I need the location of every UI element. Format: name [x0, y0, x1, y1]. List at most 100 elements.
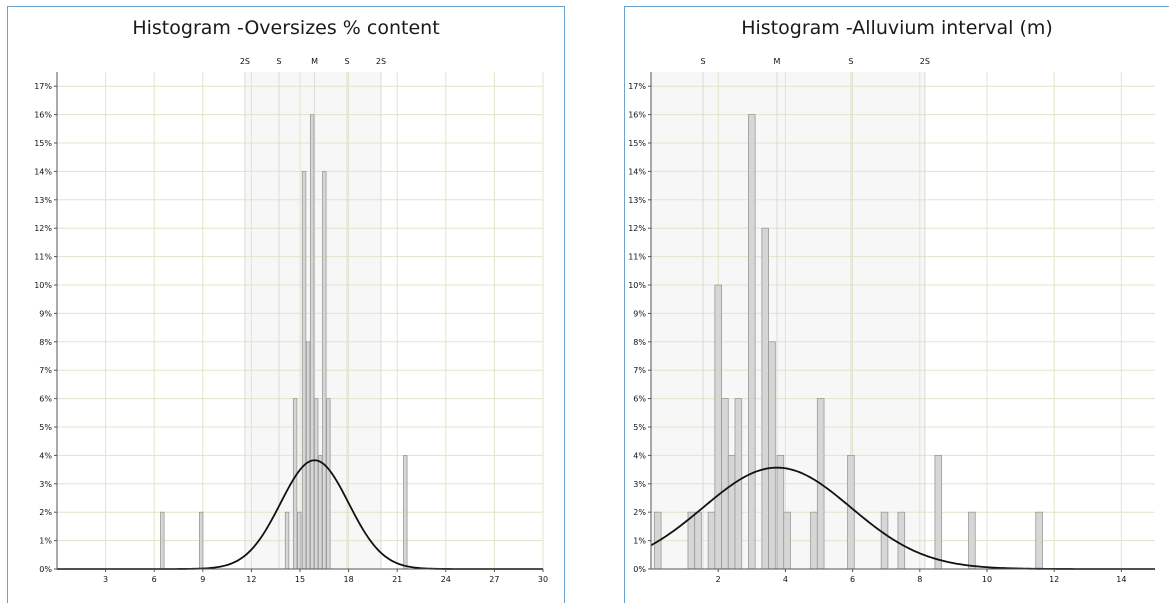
histogram-bar — [968, 511, 976, 570]
y-tick-label: 9% — [39, 309, 52, 318]
stat-marker-label: 2S — [920, 57, 930, 66]
x-tick-label: 21 — [392, 575, 402, 584]
histogram-bar — [687, 511, 696, 570]
y-tick-label: 14% — [34, 167, 52, 176]
x-tick-label: 27 — [489, 575, 499, 584]
histogram-bar — [318, 454, 323, 570]
y-tick-label: 17% — [34, 82, 52, 91]
histogram-bar — [326, 398, 331, 570]
histogram-bar — [403, 454, 408, 570]
histogram-bar — [761, 227, 770, 570]
x-tick-label: 15 — [295, 575, 305, 584]
y-tick-label: 15% — [34, 139, 52, 148]
y-tick-label: 6% — [39, 395, 52, 404]
histogram-bar — [727, 454, 736, 570]
x-tick-label: 6 — [850, 575, 855, 584]
y-tick-label: 2% — [633, 508, 646, 517]
x-tick-label: 12 — [246, 575, 256, 584]
histogram-bar — [748, 114, 756, 570]
histogram-bar — [721, 398, 729, 570]
histogram-panel-alluvium: Histogram -Alluvium interval (m) 0% 1% 2% 3… — [624, 6, 1169, 603]
histogram-bar — [284, 511, 290, 570]
histogram-bar — [897, 511, 906, 570]
stat-marker-label: S — [701, 57, 706, 66]
histogram-bar — [160, 511, 165, 570]
histogram-bar — [694, 511, 702, 570]
x-tick-label: 24 — [441, 575, 451, 584]
histogram-bar — [768, 341, 776, 570]
y-tick-label: 7% — [39, 366, 52, 375]
y-tick-label: 11% — [628, 253, 646, 262]
histogram-bar — [714, 284, 722, 570]
stats-band — [651, 72, 925, 569]
histogram-bar — [847, 454, 855, 570]
y-tick-label: 8% — [633, 338, 646, 347]
x-tick-label: 8 — [917, 575, 922, 584]
y-tick-label: 17% — [628, 82, 646, 91]
x-tick-label: 12 — [1049, 575, 1059, 584]
y-tick-label: 5% — [39, 423, 52, 432]
stat-marker-label: M — [311, 57, 318, 66]
histogram-bar — [707, 511, 716, 570]
histogram-bar — [292, 398, 298, 570]
y-tick-label: 0% — [39, 565, 52, 574]
y-tick-label: 4% — [633, 451, 646, 460]
x-tick-label: 3 — [103, 575, 108, 584]
stat-marker-label: M — [774, 57, 781, 66]
y-tick-label: 8% — [39, 338, 52, 347]
y-tick-label: 5% — [633, 423, 646, 432]
stat-marker-label: S — [344, 57, 349, 66]
y-tick-label: 1% — [633, 537, 646, 546]
x-tick-label: 30 — [538, 575, 548, 584]
histogram-bar — [314, 398, 319, 570]
histogram-bar — [810, 511, 818, 570]
histogram-bar — [301, 170, 307, 570]
histogram-bar — [305, 341, 311, 570]
x-tick-label: 4 — [783, 575, 788, 584]
chart-title: Histogram -Oversizes % content — [132, 17, 440, 39]
stat-marker-label: 2S — [240, 57, 250, 66]
y-tick-label: 10% — [34, 281, 52, 290]
stat-marker-label: S — [276, 57, 281, 66]
y-tick-label: 6% — [633, 395, 646, 404]
histogram-bar — [783, 511, 791, 570]
y-tick-label: 15% — [628, 139, 646, 148]
x-tick-label: 9 — [200, 575, 205, 584]
histogram-panel-oversizes: Histogram -Oversizes % content 0% 1% 2% 3% 4… — [7, 6, 565, 603]
y-tick-label: 13% — [628, 196, 646, 205]
x-tick-label: 10 — [982, 575, 992, 584]
x-tick-label: 14 — [1116, 575, 1126, 584]
y-tick-label: 16% — [34, 111, 52, 120]
stat-marker-label: S — [848, 57, 853, 66]
histogram-bar — [1035, 511, 1043, 570]
x-tick-label: 2 — [716, 575, 721, 584]
chart-title: Histogram -Alluvium interval (m) — [741, 17, 1053, 39]
y-tick-label: 2% — [39, 508, 52, 517]
y-tick-label: 9% — [633, 309, 646, 318]
histogram-bar — [880, 511, 889, 570]
y-tick-label: 1% — [39, 537, 52, 546]
histogram-bar — [309, 114, 315, 570]
histogram-bar — [934, 454, 943, 570]
x-tick-label: 18 — [344, 575, 354, 584]
y-tick-label: 7% — [633, 366, 646, 375]
y-tick-label: 10% — [628, 281, 646, 290]
y-tick-label: 14% — [628, 167, 646, 176]
y-tick-label: 13% — [34, 196, 52, 205]
y-tick-label: 16% — [628, 111, 646, 120]
y-tick-label: 12% — [628, 224, 646, 233]
x-tick-label: 6 — [152, 575, 157, 584]
y-tick-label: 3% — [633, 480, 646, 489]
y-tick-label: 12% — [34, 224, 52, 233]
histogram-bar — [776, 454, 785, 570]
stat-marker-label: 2S — [376, 57, 386, 66]
y-tick-label: 4% — [39, 451, 52, 460]
chart-plot: 0% 1% 2% 3% 4% 5% 6% 7% 8% 9% 10% 11% 12% 13% 14% 15% 16… — [34, 57, 548, 584]
chart-plot: 0% 1% 2% 3% 4% 5% 6% 7% 8% 9% 10% 11% 12% 13% 14% 15% 16… — [628, 57, 1155, 584]
y-tick-label: 0% — [633, 565, 646, 574]
histogram-bar — [198, 511, 204, 570]
y-tick-label: 3% — [39, 480, 52, 489]
histogram-bar — [734, 398, 743, 570]
histogram-bar — [297, 511, 302, 570]
histogram-bar — [322, 170, 327, 570]
